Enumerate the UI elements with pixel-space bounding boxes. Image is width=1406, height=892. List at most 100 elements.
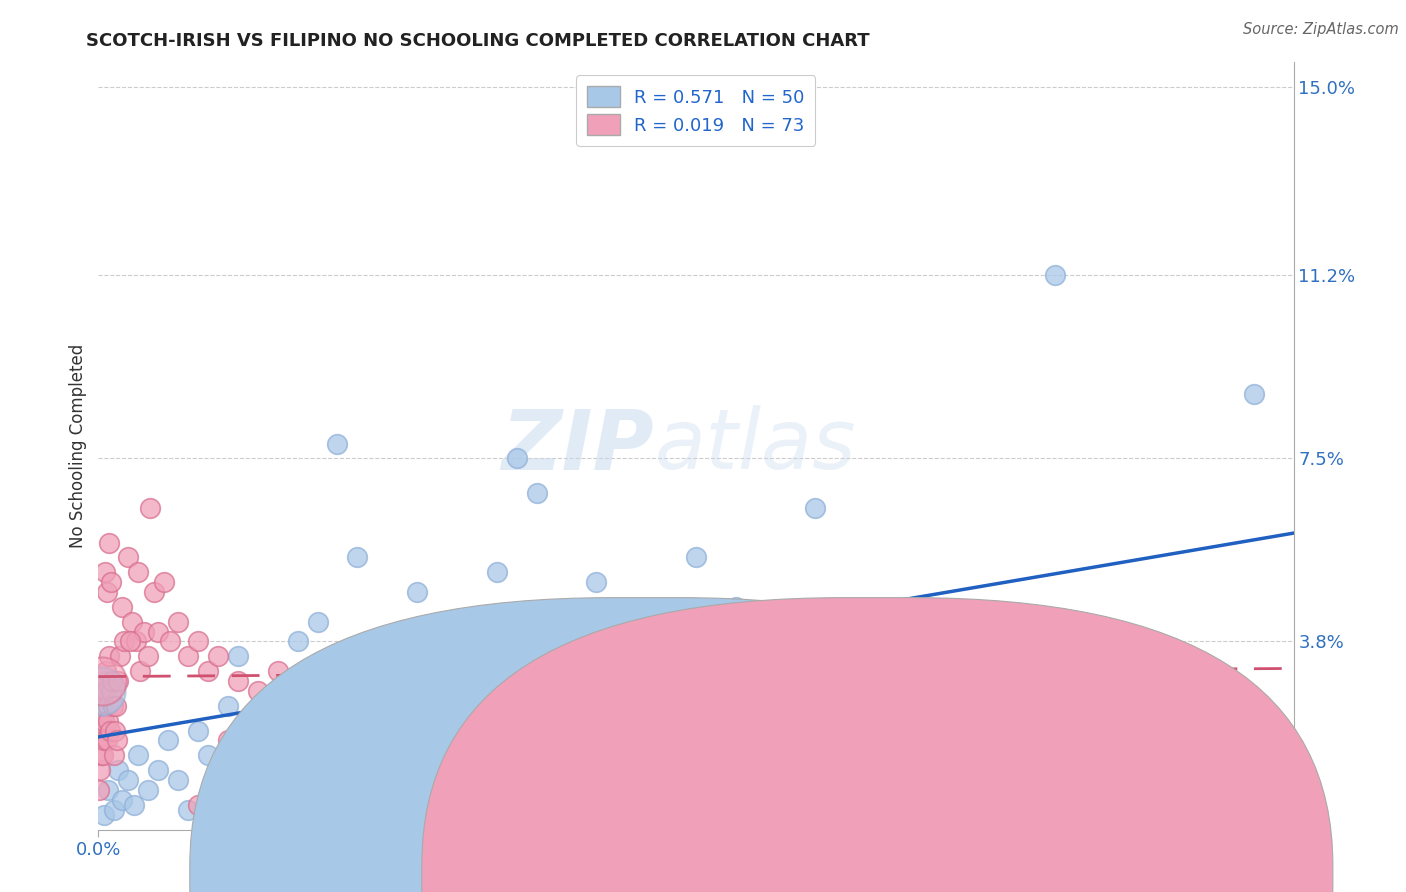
Point — [1043, 268, 1066, 283]
Point — [90, 714, 112, 728]
Point — [326, 436, 349, 450]
Point — [110, 649, 132, 664]
Point — [91, 698, 114, 713]
Point — [124, 797, 146, 812]
Point — [267, 684, 290, 698]
Point — [89, 763, 111, 777]
Point — [136, 783, 159, 797]
Point — [207, 783, 229, 797]
Point — [89, 733, 111, 747]
Point — [465, 649, 488, 664]
Point — [724, 599, 747, 614]
Point — [346, 550, 368, 565]
Point — [96, 585, 118, 599]
Point — [804, 500, 827, 515]
Point — [90, 748, 112, 763]
Point — [167, 773, 190, 788]
Point — [226, 649, 249, 664]
Point — [197, 748, 219, 763]
Point — [94, 698, 117, 713]
Point — [187, 634, 209, 648]
Point — [546, 664, 568, 678]
Point — [256, 748, 278, 763]
Point — [93, 714, 115, 728]
Point — [645, 649, 668, 664]
Point — [685, 550, 707, 565]
Point — [117, 773, 139, 788]
Point — [91, 674, 114, 689]
Text: ZIP: ZIP — [502, 406, 654, 486]
Point — [197, 664, 219, 678]
Point — [96, 733, 118, 747]
Point — [645, 649, 668, 664]
Text: Scotch-Irish: Scotch-Irish — [598, 863, 703, 881]
Point — [924, 723, 946, 738]
Point — [94, 684, 117, 698]
Text: SCOTCH-IRISH VS FILIPINO NO SCHOOLING COMPLETED CORRELATION CHART: SCOTCH-IRISH VS FILIPINO NO SCHOOLING CO… — [87, 32, 870, 50]
Point — [104, 723, 127, 738]
Point — [724, 664, 747, 678]
Point — [506, 674, 529, 689]
Y-axis label: No Schooling Completed: No Schooling Completed — [69, 344, 87, 548]
Point — [111, 793, 134, 807]
Point — [426, 674, 449, 689]
Point — [246, 684, 269, 698]
Point — [446, 714, 468, 728]
Point — [307, 684, 329, 698]
Point — [287, 674, 309, 689]
Point — [804, 674, 827, 689]
Point — [153, 575, 176, 590]
Point — [426, 674, 449, 689]
Point — [127, 565, 149, 579]
Legend: R = 0.571   N = 50, R = 0.019   N = 73: R = 0.571 N = 50, R = 0.019 N = 73 — [576, 75, 815, 146]
Point — [207, 649, 229, 664]
Point — [217, 698, 239, 713]
Point — [585, 575, 607, 590]
Point — [120, 634, 142, 648]
Point — [187, 797, 209, 812]
Point — [127, 748, 149, 763]
Point — [121, 615, 143, 629]
Point — [103, 803, 125, 817]
Point — [884, 649, 907, 664]
Point — [1004, 748, 1026, 763]
Text: atlas: atlas — [654, 406, 856, 486]
Point — [105, 698, 128, 713]
Point — [167, 615, 190, 629]
Point — [1182, 723, 1205, 738]
Point — [385, 664, 409, 678]
Point — [94, 565, 117, 579]
Point — [139, 500, 162, 515]
Point — [1243, 387, 1265, 401]
Point — [117, 550, 139, 565]
Point — [129, 664, 152, 678]
Point — [177, 803, 200, 817]
Point — [765, 624, 787, 639]
Point — [366, 674, 388, 689]
Point — [346, 698, 368, 713]
Point — [96, 664, 118, 678]
Point — [103, 698, 125, 713]
Point — [91, 723, 114, 738]
Point — [506, 451, 529, 466]
Point — [246, 733, 269, 747]
Point — [98, 649, 121, 664]
Point — [93, 807, 115, 822]
Point — [187, 723, 209, 738]
Point — [485, 565, 508, 579]
Point — [107, 763, 129, 777]
Point — [98, 723, 122, 738]
Point — [111, 599, 134, 614]
Point — [94, 674, 117, 689]
Point — [93, 684, 115, 698]
Point — [143, 585, 166, 599]
Point — [97, 783, 120, 797]
Point — [97, 535, 120, 549]
Point — [406, 585, 429, 599]
Point — [125, 634, 148, 648]
Point — [307, 615, 329, 629]
Point — [844, 733, 866, 747]
Point — [157, 733, 180, 747]
Text: Filipinos: Filipinos — [731, 863, 804, 881]
Point — [565, 634, 588, 648]
